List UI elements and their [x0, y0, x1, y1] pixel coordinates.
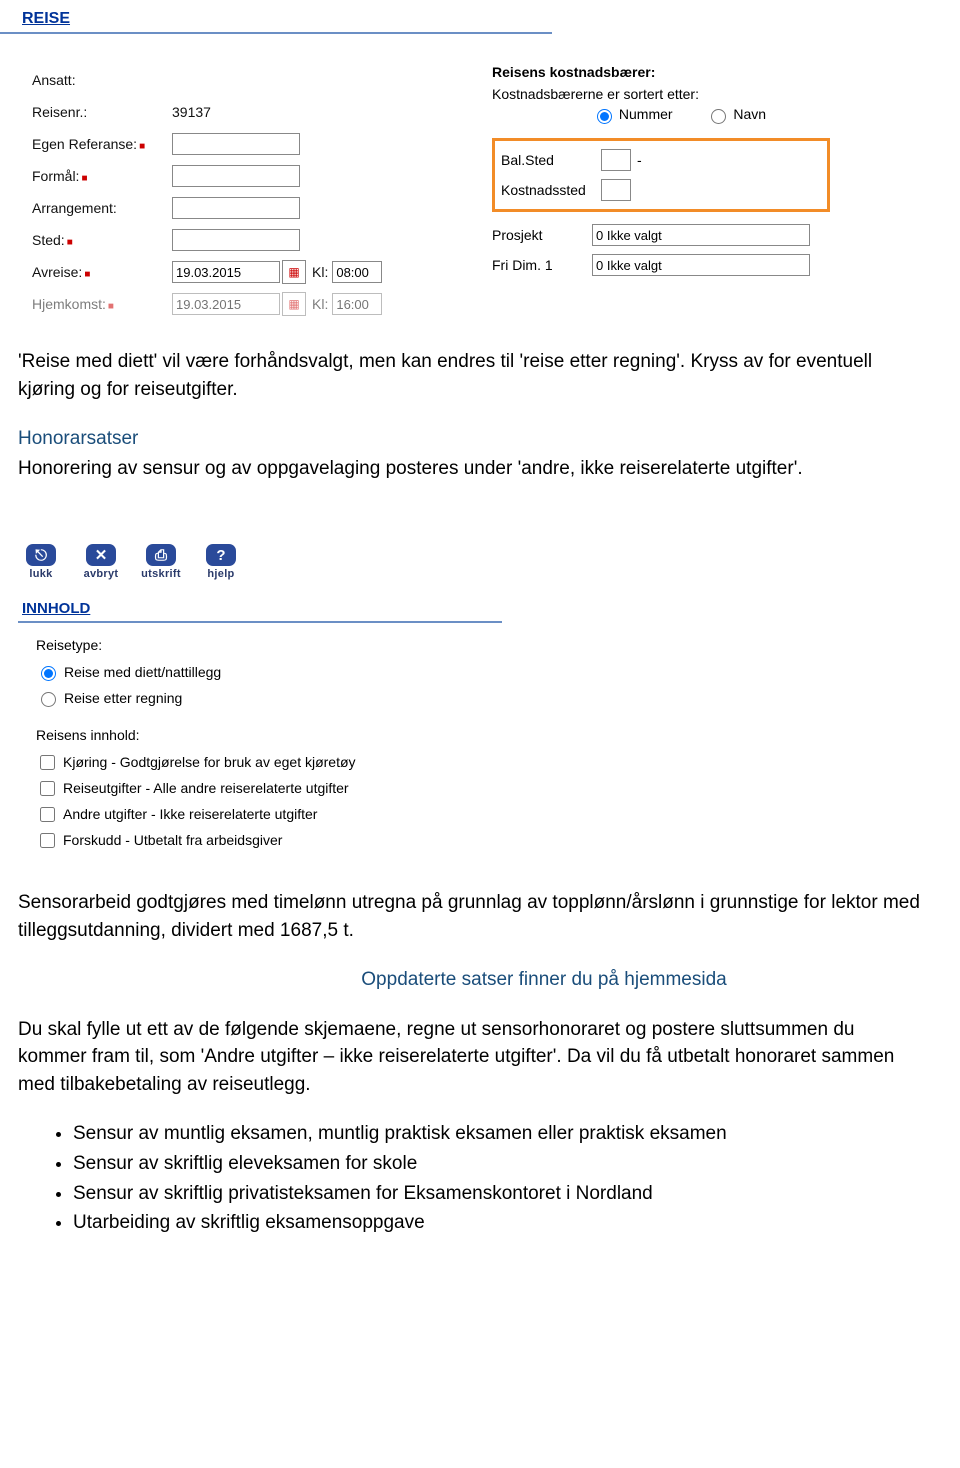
paragraph-1: 'Reise med diett' vil være forhåndsvalgt…	[18, 348, 920, 403]
paragraph-4: Du skal fylle ut ett av de følgende skje…	[18, 1016, 920, 1099]
prosjekt-value[interactable]: 0 Ikke valgt	[592, 224, 810, 246]
balsted-label: Bal.Sted	[501, 152, 601, 168]
avreise-time-input[interactable]	[332, 261, 382, 283]
formal-input[interactable]	[172, 165, 300, 187]
radio-nummer[interactable]: Nummer	[592, 106, 673, 122]
arrangement-label: Arrangement:	[32, 200, 172, 216]
innhold-title: INNHOLD	[18, 586, 502, 623]
prosjekt-label: Prosjekt	[492, 227, 592, 243]
avreise-date-picker-icon[interactable]: ▦	[282, 260, 306, 284]
document-body: 'Reise med diett' vil være forhåndsvalgt…	[0, 328, 960, 534]
balsted-input[interactable]	[601, 149, 631, 171]
reise-left-column: Ansatt: Reisenr.: 39137 Egen Referanse:■…	[0, 64, 482, 320]
reise-form: Ansatt: Reisenr.: 39137 Egen Referanse:■…	[0, 34, 960, 320]
bullet-4: Utarbeiding av skriftlig eksamensoppgave	[73, 1209, 920, 1237]
print-icon: ⎙	[146, 544, 176, 566]
paragraph-3: Sensorarbeid godtgjøres med timelønn utr…	[18, 889, 920, 944]
hjem-date-input[interactable]	[172, 293, 280, 315]
fridim-value[interactable]: 0 Ikke valgt	[592, 254, 810, 276]
reisenr-label: Reisenr.:	[32, 104, 172, 120]
lukk-button[interactable]: ⎋ lukk	[18, 544, 64, 580]
bullet-list: Sensur av muntlig eksamen, muntlig prakt…	[18, 1120, 920, 1236]
kl-label-1: Kl:	[312, 264, 328, 280]
check-forskudd[interactable]: Forskudd - Utbetalt fra arbeidsgiver	[36, 827, 960, 853]
avreise-date-input[interactable]	[172, 261, 280, 283]
hjem-label: Hjemkomst:■	[32, 296, 172, 312]
innhold-panel: ⎋ lukk ✕ avbryt ⎙ utskrift ? hjelp INNHO…	[0, 534, 960, 869]
reise-panel: REISE Ansatt: Reisenr.: 39137 Egen Refer…	[0, 0, 960, 328]
check-reiseutgifter[interactable]: Reiseutgifter - Alle andre reiserelatert…	[36, 775, 960, 801]
bullet-3: Sensur av skriftlig privatisteksamen for…	[73, 1180, 920, 1208]
paragraph-2: Honorering av sensur og av oppgavelaging…	[18, 455, 920, 483]
egenref-input[interactable]	[172, 133, 300, 155]
reisenr-value: 39137	[172, 104, 211, 120]
reise-title: REISE	[0, 0, 552, 34]
sted-label: Sted:■	[32, 232, 172, 248]
fridim-label: Fri Dim. 1	[492, 257, 592, 273]
formal-label: Formål:■	[32, 168, 172, 184]
hjem-date-picker-icon[interactable]: ▦	[282, 292, 306, 316]
radio-navn[interactable]: Navn	[706, 106, 766, 122]
ansatt-label: Ansatt:	[32, 72, 172, 88]
hjem-time-input[interactable]	[332, 293, 382, 315]
bullet-2: Sensur av skriftlig eleveksamen for skol…	[73, 1150, 920, 1178]
kostnadssted-label: Kostnadssted	[501, 182, 601, 198]
avreise-label: Avreise:■	[32, 264, 172, 280]
radio-reise-regning[interactable]: Reise etter regning	[36, 685, 960, 711]
highlighted-cost-box: Bal.Sted - Kostnadssted	[492, 138, 830, 212]
sted-input[interactable]	[172, 229, 300, 251]
document-body-2: Sensorarbeid godtgjøres med timelønn utr…	[0, 869, 960, 1290]
utskrift-button[interactable]: ⎙ utskrift	[138, 544, 184, 580]
egenref-label: Egen Referanse:■	[32, 136, 172, 152]
kostnadsbaerer-sub: Kostnadsbærerne er sortert etter:	[492, 86, 912, 102]
bullet-1: Sensur av muntlig eksamen, muntlig prakt…	[73, 1120, 920, 1148]
hjelp-button[interactable]: ? hjelp	[198, 544, 244, 580]
radio-reise-diett[interactable]: Reise med diett/nattillegg	[36, 659, 960, 685]
heading-honorarsatser: Honorarsatser	[18, 425, 920, 453]
check-kjoring[interactable]: Kjøring - Godtgjørelse for bruk av eget …	[36, 749, 960, 775]
heading-oppdaterte-satser: Oppdaterte satser finner du på hjemmesid…	[168, 966, 920, 994]
kostnadssted-input[interactable]	[601, 179, 631, 201]
arrangement-input[interactable]	[172, 197, 300, 219]
toolbar: ⎋ lukk ✕ avbryt ⎙ utskrift ? hjelp	[18, 544, 960, 586]
reisens-innhold-label: Reisens innhold:	[36, 727, 960, 743]
help-icon: ?	[206, 544, 236, 566]
kostnadsbaerer-head: Reisens kostnadsbærer:	[492, 64, 912, 80]
avbryt-button[interactable]: ✕ avbryt	[78, 544, 124, 580]
reise-right-column: Reisens kostnadsbærer: Kostnadsbærerne e…	[482, 64, 912, 320]
avbryt-icon: ✕	[86, 544, 116, 566]
kl-label-2: Kl:	[312, 296, 328, 312]
reisetype-label: Reisetype:	[36, 637, 960, 653]
lukk-icon: ⎋	[26, 544, 56, 566]
check-andre-utgifter[interactable]: Andre utgifter - Ikke reiserelaterte utg…	[36, 801, 960, 827]
